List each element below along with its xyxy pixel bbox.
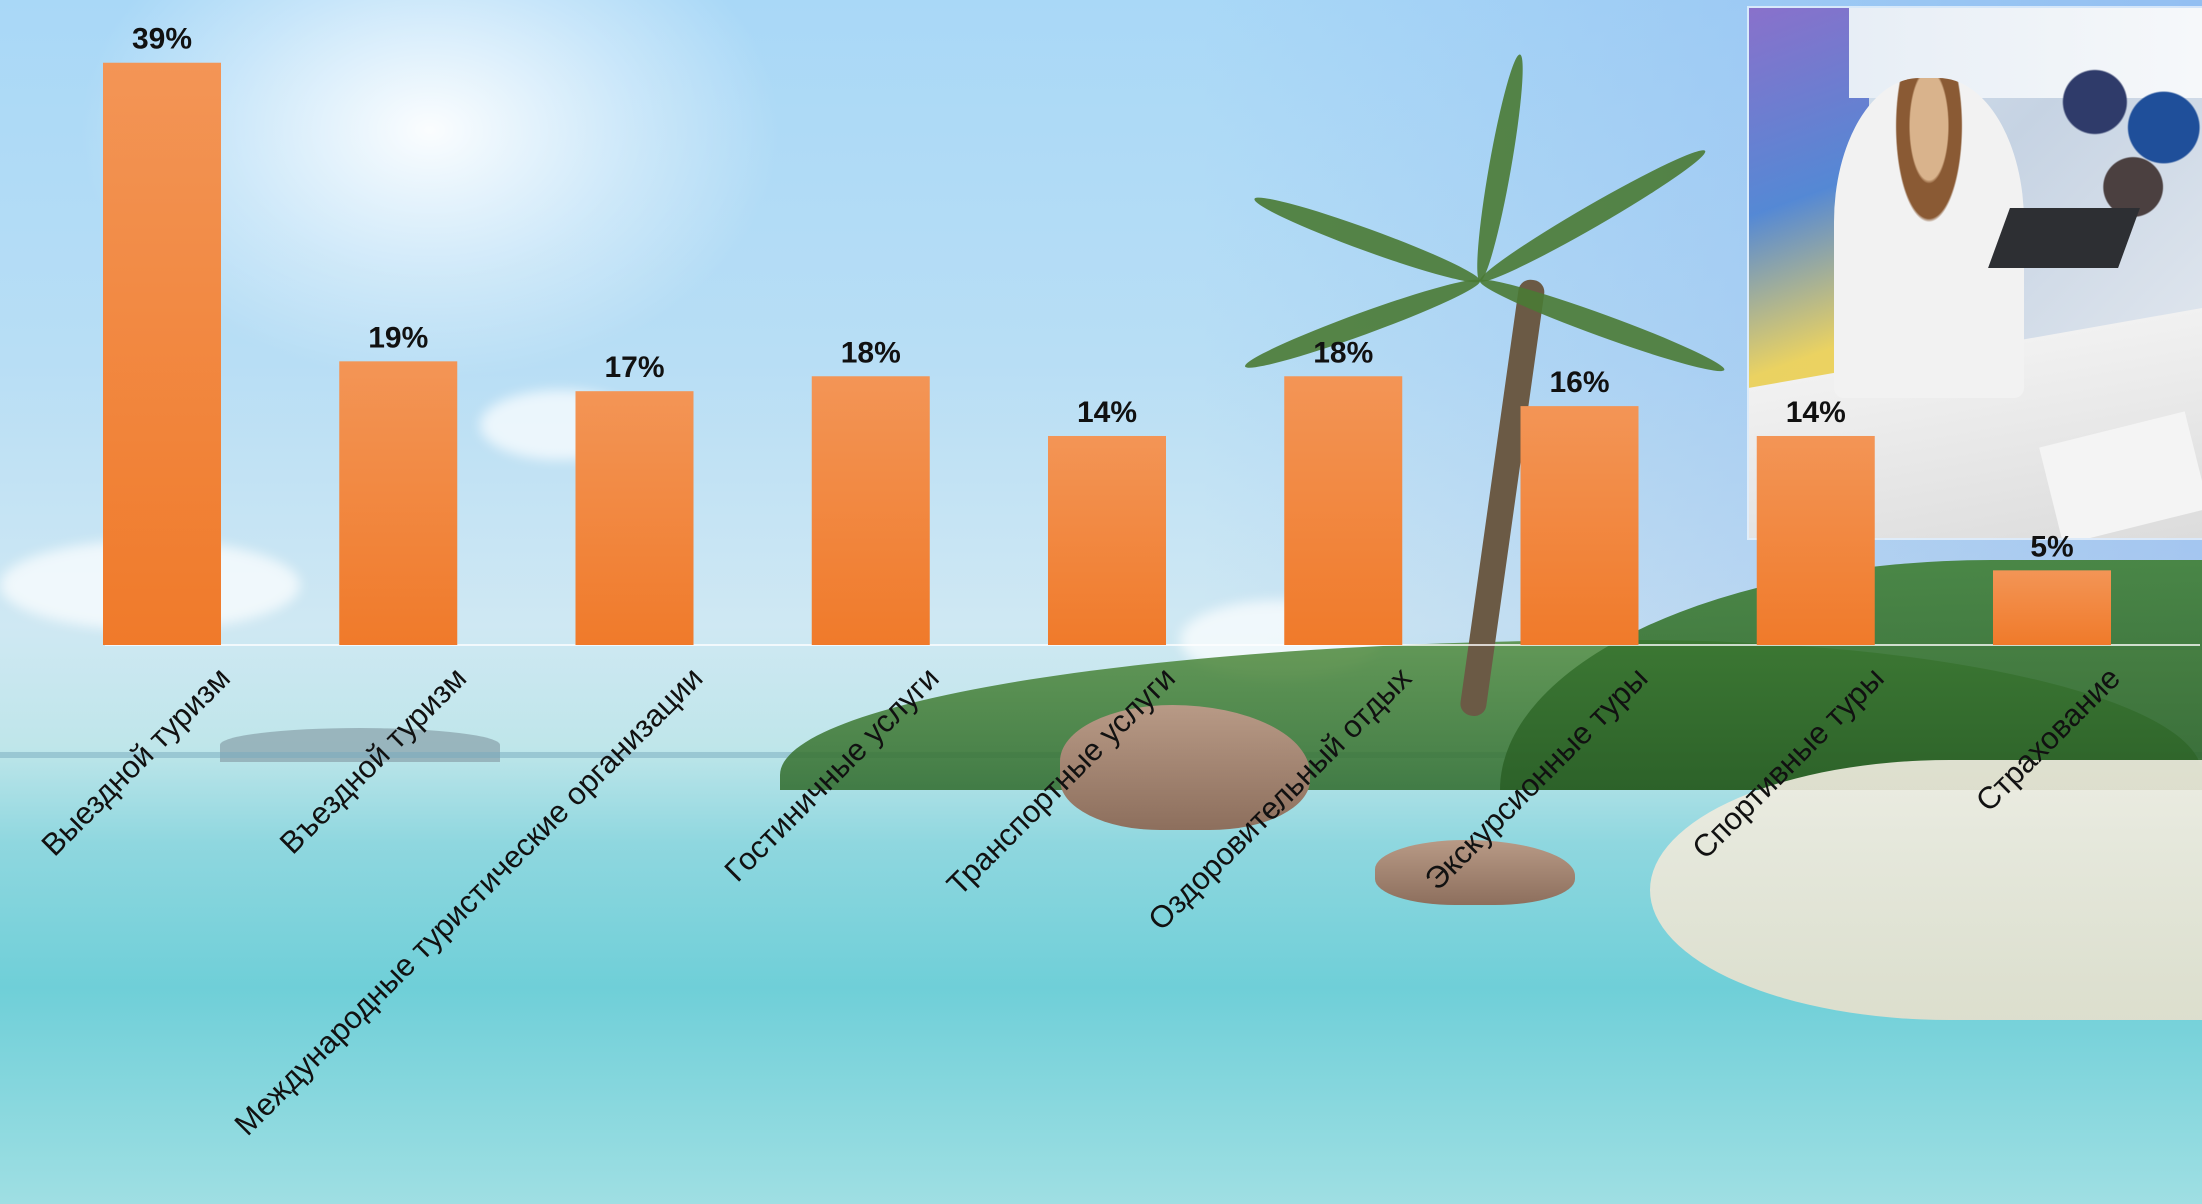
bar	[1284, 376, 1403, 645]
category-label: Экскурсионные туры	[1418, 660, 1655, 897]
bar	[103, 62, 221, 646]
bar	[1756, 435, 1875, 645]
data-label: 17%	[604, 351, 664, 384]
category-label: Страхование	[1969, 660, 2127, 818]
photo-person	[1834, 78, 2024, 398]
data-label: 18%	[841, 336, 901, 369]
beach-sand	[1650, 760, 2202, 1020]
category-label: Международные туристические организации	[228, 660, 710, 1142]
bar	[575, 391, 694, 645]
category-label: Въездной туризм	[273, 660, 473, 860]
data-label: 14%	[1077, 396, 1137, 429]
data-label: 5%	[2030, 530, 2073, 563]
boulder	[1375, 840, 1575, 905]
category-label: Спортивные туры	[1685, 660, 1890, 865]
bar	[1993, 570, 2111, 645]
data-label: 16%	[1549, 366, 1609, 399]
category-label: Оздоровительный отдых	[1141, 660, 1418, 937]
bar	[1048, 435, 1166, 645]
data-label: 19%	[368, 321, 428, 354]
category-label: Гостиничные услуги	[718, 660, 946, 888]
boulder	[1060, 705, 1310, 830]
data-label: 18%	[1313, 336, 1373, 369]
bar	[1520, 406, 1639, 645]
bar	[811, 376, 930, 645]
data-label: 39%	[132, 23, 192, 56]
category-label: Транспортные услуги	[940, 660, 1182, 902]
category-label: Выездной туризм	[35, 660, 237, 862]
bar	[339, 361, 458, 645]
data-label: 14%	[1786, 396, 1846, 429]
travel-expo-photo	[1749, 8, 2202, 538]
